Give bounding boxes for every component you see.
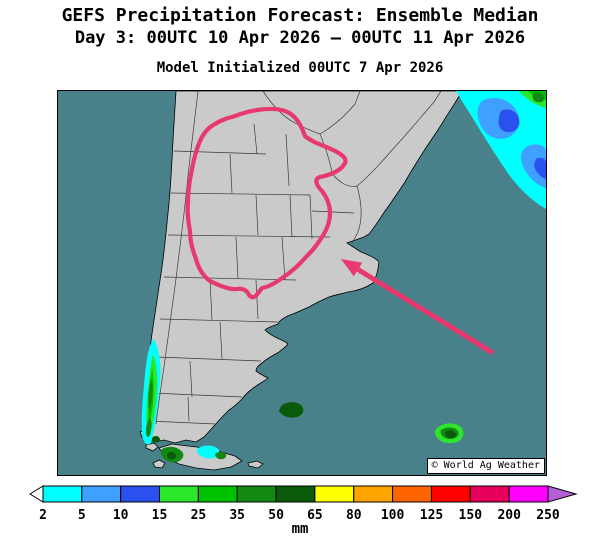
colorbar-segment xyxy=(353,485,394,503)
colorbar-tick-label: 10 xyxy=(113,508,129,521)
colorbar-units: mm xyxy=(291,521,309,537)
colorbar-tick-label: 50 xyxy=(268,508,284,521)
colorbar-tick-label: 25 xyxy=(191,508,207,521)
colorbar-tick-label: 15 xyxy=(152,508,168,521)
colorbar-segment xyxy=(197,485,238,503)
colorbar-segment xyxy=(42,485,83,503)
colorbar-svg: 2 5 10 15 25 35 50 65 80 100 125 150 200 250 xyxy=(29,485,578,521)
highlight-outline xyxy=(185,106,348,300)
page-title: GEFS Precipitation Forecast: Ensemble Me… xyxy=(61,5,539,26)
valid-period: Day 3: 00UTC 10 Apr 2026 — 00UTC 11 Apr … xyxy=(74,28,526,48)
precip-band-5-10 xyxy=(477,98,546,188)
colorbar-segment xyxy=(236,485,277,503)
colorbar-tick-label: 65 xyxy=(307,508,323,521)
colorbar-segment xyxy=(314,485,355,503)
colorbar-segment xyxy=(508,485,549,503)
colorbar-tick-label: 2 xyxy=(39,508,47,521)
colorbar-segment xyxy=(120,485,160,503)
colorbar-tick-label: 100 xyxy=(381,508,405,521)
admin-borders xyxy=(148,91,442,425)
colorbar-legend: 2 5 10 15 25 35 50 65 80 100 125 150 200 250 mm xyxy=(0,483,600,537)
watermark: © World Ag Weather xyxy=(426,458,545,474)
colorbar-segment xyxy=(392,485,432,503)
colorbar-tick-label: 80 xyxy=(346,508,362,521)
colorbar-end-high xyxy=(547,485,578,503)
colorbar-segment xyxy=(469,485,510,503)
colorbar-tick-label: 125 xyxy=(420,508,443,521)
colorbar-tick-label: 200 xyxy=(497,508,521,521)
colorbar-tick-label: 150 xyxy=(459,508,483,521)
precip-band-10-15 xyxy=(498,109,546,179)
colorbar-tick-label: 35 xyxy=(229,508,245,521)
highlight-arrow xyxy=(341,259,495,356)
colorbar-segment xyxy=(275,485,316,503)
colorbar-segment xyxy=(431,485,471,503)
arrow-shaft xyxy=(356,267,495,356)
arrow-head xyxy=(341,259,363,277)
colorbar-tick-label: 250 xyxy=(536,508,560,521)
model-init-time: Model Initialized 00UTC 7 Apr 2026 xyxy=(156,60,444,76)
colorbar-end-low xyxy=(29,485,44,503)
colorbar-segment xyxy=(81,485,122,503)
colorbar-segment xyxy=(159,485,199,503)
header: GEFS Precipitation Forecast: Ensemble Me… xyxy=(0,0,600,77)
forecast-map: © World Ag Weather xyxy=(57,90,547,476)
map-svg xyxy=(58,91,546,475)
colorbar-tick-label: 5 xyxy=(78,508,86,521)
